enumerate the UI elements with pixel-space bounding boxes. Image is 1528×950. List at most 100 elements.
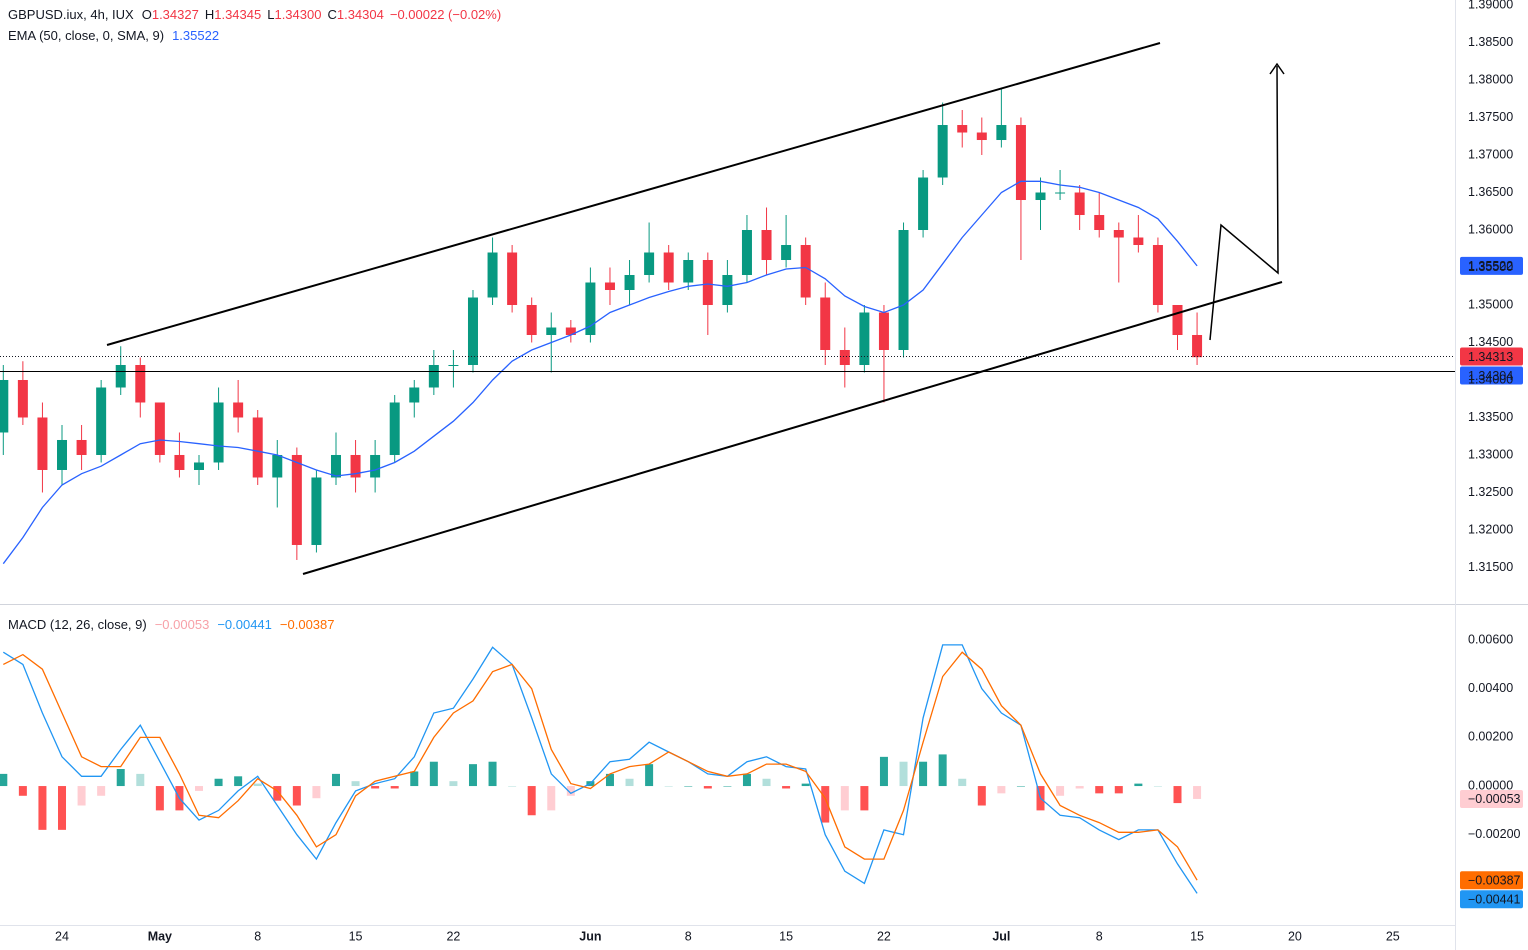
histogram-bar <box>762 778 771 787</box>
candle-body <box>839 349 850 365</box>
histogram-bar <box>684 786 693 787</box>
macd-name: MACD (12, 26, close, 9) <box>8 617 147 632</box>
histogram-bar <box>77 786 86 806</box>
candle-body <box>154 402 165 455</box>
candle-body <box>800 245 811 298</box>
histogram-bar <box>547 786 556 811</box>
ohlc-key: C <box>327 7 336 22</box>
candle-body <box>957 125 968 133</box>
candle-body <box>76 439 87 455</box>
candle-body <box>761 230 772 261</box>
signal-value: −0.00387 <box>280 617 335 632</box>
y-tick-label: 1.38000 <box>1468 72 1513 86</box>
histogram-bar <box>488 761 497 787</box>
signal-line <box>3 651 1198 881</box>
histogram-bar <box>97 786 106 796</box>
candle-body <box>428 364 439 388</box>
histogram-bar <box>782 786 791 789</box>
candle-body <box>1015 125 1026 201</box>
candle-body <box>918 177 929 231</box>
y-tick-label: 1.35000 <box>1468 297 1513 311</box>
histogram-bar <box>1016 786 1025 787</box>
y-tick-label: 1.32500 <box>1468 485 1513 499</box>
histogram-bar <box>331 773 340 787</box>
candle-body <box>291 454 302 545</box>
candle-body <box>467 297 478 365</box>
histogram-bar <box>273 786 282 801</box>
candle-body <box>135 364 146 403</box>
y-tick-label: 1.37500 <box>1468 110 1513 124</box>
x-tick-label: Jul <box>992 929 1010 943</box>
candle-body <box>233 402 244 418</box>
labels: 1.35522 1.34313 1.34304 1.39000 1.38500 1.380… <box>55 0 1523 943</box>
price-label: −0.00387 <box>1468 874 1521 888</box>
y-tick-label: 1.36000 <box>1468 222 1513 236</box>
ema-line <box>2 180 1198 565</box>
candle-body <box>604 282 615 291</box>
candle-body <box>311 477 322 545</box>
ohlc-value: 1.34345 <box>214 7 261 22</box>
candle-body <box>644 252 655 276</box>
ohlc-key: H <box>205 7 214 22</box>
histogram-bar <box>390 786 399 789</box>
ema-value: 1.35522 <box>172 28 219 43</box>
x-tick-label: 22 <box>877 929 891 943</box>
x-tick-label: 15 <box>349 929 363 943</box>
candle-body <box>448 364 459 366</box>
price-label: −0.00441 <box>1468 893 1521 907</box>
candle-body <box>370 454 381 478</box>
ohlc-value: 1.34327 <box>152 7 199 22</box>
x-tick-label: Jun <box>579 929 601 943</box>
candle-body <box>878 312 889 350</box>
x-tick-label: 8 <box>254 929 261 943</box>
x-tick-label: 22 <box>446 929 460 943</box>
histogram-bar <box>723 786 732 787</box>
y-tick-label: 1.31500 <box>1468 560 1513 574</box>
hist-value: −0.00053 <box>155 617 210 632</box>
candle-body <box>409 387 420 403</box>
candle-body <box>0 379 9 433</box>
candle-body <box>781 245 792 261</box>
x-tick-label: 20 <box>1288 929 1302 943</box>
histogram-bar <box>997 786 1006 794</box>
candle-body <box>252 417 263 478</box>
y-tick-label: 0.00600 <box>1468 632 1513 646</box>
histogram-bar <box>742 773 751 787</box>
y-tick-label: −0.00200 <box>1468 827 1521 841</box>
histogram-bar <box>0 773 8 787</box>
candle-body <box>996 125 1007 141</box>
y-tick-label: 0.00400 <box>1468 681 1513 695</box>
x-tick-label: 15 <box>1190 929 1204 943</box>
price-label: 1.35522 <box>1468 259 1513 273</box>
price-label: −0.00053 <box>1468 792 1521 806</box>
marks <box>0 87 1455 894</box>
ohlc-key: O <box>142 7 152 22</box>
candle-body <box>389 402 400 455</box>
histogram-bar <box>664 786 673 787</box>
histogram-bar <box>410 771 419 787</box>
candle-body <box>487 252 498 298</box>
histogram-bar <box>1173 786 1182 804</box>
histogram-bar <box>801 783 810 787</box>
candle-body <box>526 304 537 335</box>
macd-legend: MACD (12, 26, close, 9) −0.00053 −0.00441−… <box>8 617 335 632</box>
candle-body <box>585 282 596 335</box>
y-tick-label: 1.33500 <box>1468 410 1513 424</box>
histogram-bar <box>1095 786 1104 794</box>
candle-body <box>898 230 909 350</box>
y-tick-label: 1.34000 <box>1468 372 1513 386</box>
ohlc-key: L <box>267 7 274 22</box>
price-label-box <box>1460 256 1523 275</box>
y-tick-label: 0.00000 <box>1468 778 1513 792</box>
y-tick-label: 1.33000 <box>1468 447 1513 461</box>
histogram-bar <box>234 776 243 787</box>
candle-body <box>1172 304 1183 335</box>
ohlc-value: 1.34300 <box>274 7 321 22</box>
y-tick-label: 0.00200 <box>1468 730 1513 744</box>
candle-body <box>194 462 204 470</box>
symbol: GBPUSD.iux, 4h, IUX <box>8 7 134 22</box>
histogram-bar <box>840 786 849 811</box>
histogram-bar <box>1075 786 1084 789</box>
x-tick-label: May <box>148 929 172 943</box>
